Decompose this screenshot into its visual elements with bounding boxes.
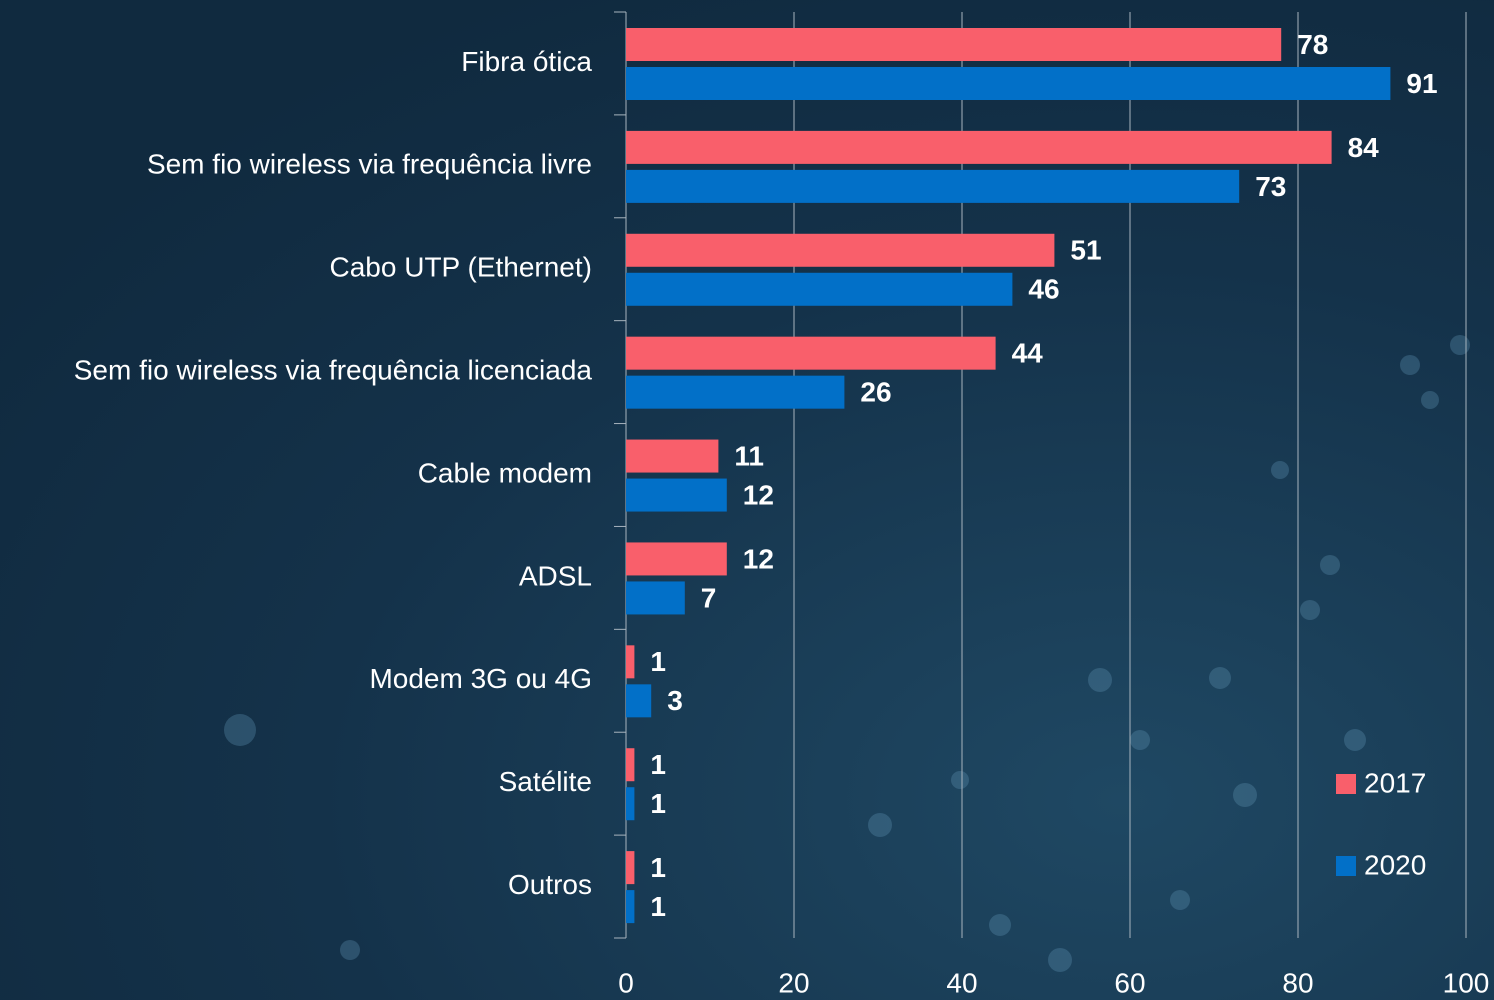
bar [626, 28, 1282, 61]
data-label: 26 [860, 377, 891, 408]
x-tick-label: 40 [946, 967, 977, 998]
y-tick-label: ADSL [519, 560, 592, 591]
bar [626, 478, 727, 512]
bar [626, 684, 652, 718]
data-label: 84 [1348, 132, 1380, 163]
bar [626, 787, 635, 821]
x-tick-label: 60 [1114, 967, 1145, 998]
data-label: 78 [1297, 29, 1328, 60]
x-tick-label: 100 [1443, 967, 1490, 998]
data-label: 11 [734, 440, 764, 471]
legend-label: 2017 [1364, 767, 1426, 798]
y-tick-label: Cabo UTP (Ethernet) [330, 252, 593, 283]
bar [626, 130, 1332, 164]
data-label: 51 [1070, 235, 1101, 266]
bar [626, 851, 635, 885]
y-tick-label: Satélite [499, 766, 592, 797]
data-label: 7 [701, 582, 717, 613]
data-label: 3 [667, 685, 683, 716]
bar [626, 645, 635, 679]
data-label: 46 [1028, 274, 1059, 305]
bar [626, 439, 719, 473]
y-tick-label: Modem 3G ou 4G [369, 663, 592, 694]
data-label: 12 [743, 543, 774, 574]
x-tick-label: 20 [778, 967, 809, 998]
bar [626, 542, 727, 576]
data-label: 1 [650, 646, 666, 677]
bar [626, 336, 996, 370]
y-tick-label: Sem fio wireless via frequência licencia… [74, 355, 593, 386]
data-label: 1 [650, 788, 666, 819]
bar [626, 67, 1391, 100]
bar [626, 748, 635, 782]
legend-label: 2020 [1364, 849, 1426, 880]
bar [626, 581, 685, 615]
y-tick-label: Cable modem [418, 457, 592, 488]
data-label: 1 [650, 852, 666, 883]
data-label: 12 [743, 479, 774, 510]
bokeh [224, 335, 1470, 972]
legend-swatch [1336, 774, 1356, 794]
x-tick-label: 0 [618, 967, 634, 998]
y-tick-label: Outros [508, 869, 592, 900]
bar [626, 272, 1013, 306]
data-label: 44 [1012, 338, 1044, 369]
bar [626, 890, 635, 924]
x-tick-label: 80 [1282, 967, 1313, 998]
bar [626, 169, 1240, 203]
legend-swatch [1336, 856, 1356, 876]
data-label: 1 [650, 749, 666, 780]
data-label: 73 [1255, 171, 1286, 202]
bar [626, 233, 1055, 267]
data-label: 1 [650, 891, 666, 922]
y-tick-label: Fibra ótica [461, 46, 592, 77]
bar [626, 375, 845, 409]
data-label: 91 [1406, 68, 1437, 99]
y-tick-label: Sem fio wireless via frequência livre [147, 149, 592, 180]
